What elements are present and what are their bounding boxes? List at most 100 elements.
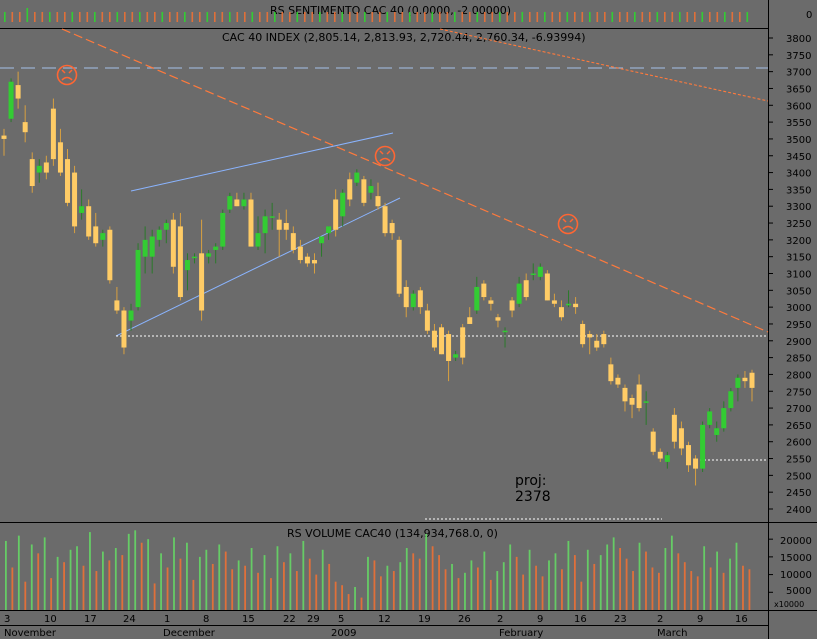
candle-body <box>333 199 339 230</box>
sentiment-bar <box>604 12 606 22</box>
volume-bar <box>457 578 460 610</box>
sentiment-bar <box>514 12 516 22</box>
candle-body <box>368 186 374 193</box>
candle-body <box>135 249 141 308</box>
candle-body <box>65 159 71 203</box>
candle-body <box>431 330 437 348</box>
volume-bar <box>270 578 272 610</box>
date-day-label: 29 <box>307 614 320 625</box>
candle-body <box>311 260 317 264</box>
candle-body <box>453 354 459 358</box>
sentiment-bar <box>364 12 366 22</box>
volume-bar <box>696 576 699 610</box>
volume-bar <box>11 567 14 610</box>
volume-bar <box>496 571 499 610</box>
candle-body <box>206 253 212 257</box>
date-month-label: February <box>499 628 543 639</box>
candle-body <box>685 445 691 466</box>
volume-bar <box>160 553 162 610</box>
sentiment-bar <box>409 12 411 22</box>
candle-body <box>509 300 515 311</box>
sentiment-bar <box>679 12 681 22</box>
candle-body <box>530 273 536 275</box>
date-day-label: 9 <box>537 614 543 625</box>
price-tick-label: 2900 <box>786 337 811 348</box>
price-tick-label: 3550 <box>786 118 811 129</box>
sentiment-bar <box>649 12 651 22</box>
volume-bar <box>367 556 369 610</box>
sentiment-bar <box>304 12 306 22</box>
candle-body <box>163 223 169 230</box>
volume-bar <box>321 549 324 610</box>
sentiment-bar <box>461 12 464 22</box>
date-day-label: 3 <box>4 614 10 625</box>
candle-body <box>241 199 247 207</box>
volume-bar <box>186 542 188 610</box>
volume-bar <box>541 576 544 610</box>
volume-bar <box>612 537 615 610</box>
price-tick-label: 3600 <box>786 101 811 112</box>
volume-bar <box>709 567 712 610</box>
volume-bar <box>147 539 150 610</box>
price-tick-label: 3750 <box>786 51 811 62</box>
volume-bar <box>127 533 130 610</box>
sentiment-bar <box>116 12 119 22</box>
volume-bar <box>373 560 376 610</box>
price-tick-label: 3450 <box>786 152 811 163</box>
sentiment-bar <box>191 12 194 22</box>
volume-bar <box>250 548 253 610</box>
volume-bar <box>50 578 53 610</box>
price-tick-label: 2400 <box>786 505 811 516</box>
sentiment-bar <box>439 12 441 22</box>
volume-bar <box>257 572 259 610</box>
candle-body <box>326 226 332 234</box>
date-day-label: 10 <box>44 614 57 625</box>
sentiment-y-tick-label: 0 <box>806 10 812 21</box>
volume-bar <box>405 548 408 610</box>
date-day-label: 23 <box>614 614 627 625</box>
candle-body <box>290 233 296 250</box>
date-day-label: 19 <box>418 614 431 625</box>
sentiment-bar <box>281 12 284 22</box>
frown-face-icon <box>56 64 78 86</box>
date-day-label: 2 <box>657 614 663 625</box>
candle-body <box>587 334 593 338</box>
sentiment-bar <box>4 12 6 22</box>
sentiment-bar <box>686 12 689 22</box>
price-tick-label: 3000 <box>786 303 811 314</box>
sentiment-bar <box>619 12 621 22</box>
sentiment-bar <box>731 12 734 22</box>
volume-bar <box>451 563 453 610</box>
volume-bar <box>645 551 647 610</box>
sentiment-bar <box>11 12 14 22</box>
price-tick-label: 3300 <box>786 202 811 213</box>
volume-bar <box>425 533 428 610</box>
candle-body <box>650 431 656 452</box>
volume-bar <box>192 579 195 610</box>
candle-body <box>678 428 684 449</box>
volume-bar <box>748 569 751 610</box>
sentiment-bar <box>244 12 246 22</box>
volume-bar <box>567 540 570 610</box>
sentiment-bar <box>446 12 449 22</box>
candle-body <box>50 108 56 160</box>
candle-body <box>417 290 423 308</box>
candle-body <box>424 310 430 331</box>
sentiment-bar <box>154 12 156 22</box>
candlestick-series <box>1 71 755 486</box>
sentiment-bar <box>401 12 404 22</box>
sentiment-bar <box>221 12 224 22</box>
volume-bar <box>561 569 563 610</box>
volume-bar <box>283 562 285 610</box>
sentiment-bar <box>94 12 96 22</box>
candle-body <box>86 206 92 237</box>
candle-body <box>601 334 607 345</box>
price-tick-label: 3100 <box>786 270 811 281</box>
sentiment-bar <box>724 12 726 22</box>
volume-bar <box>386 565 389 610</box>
volume-bar <box>619 548 622 610</box>
price-tick-label: 3150 <box>786 253 811 264</box>
candle-body <box>121 310 127 348</box>
volume-bar <box>334 581 337 610</box>
volume-bar <box>140 542 143 610</box>
